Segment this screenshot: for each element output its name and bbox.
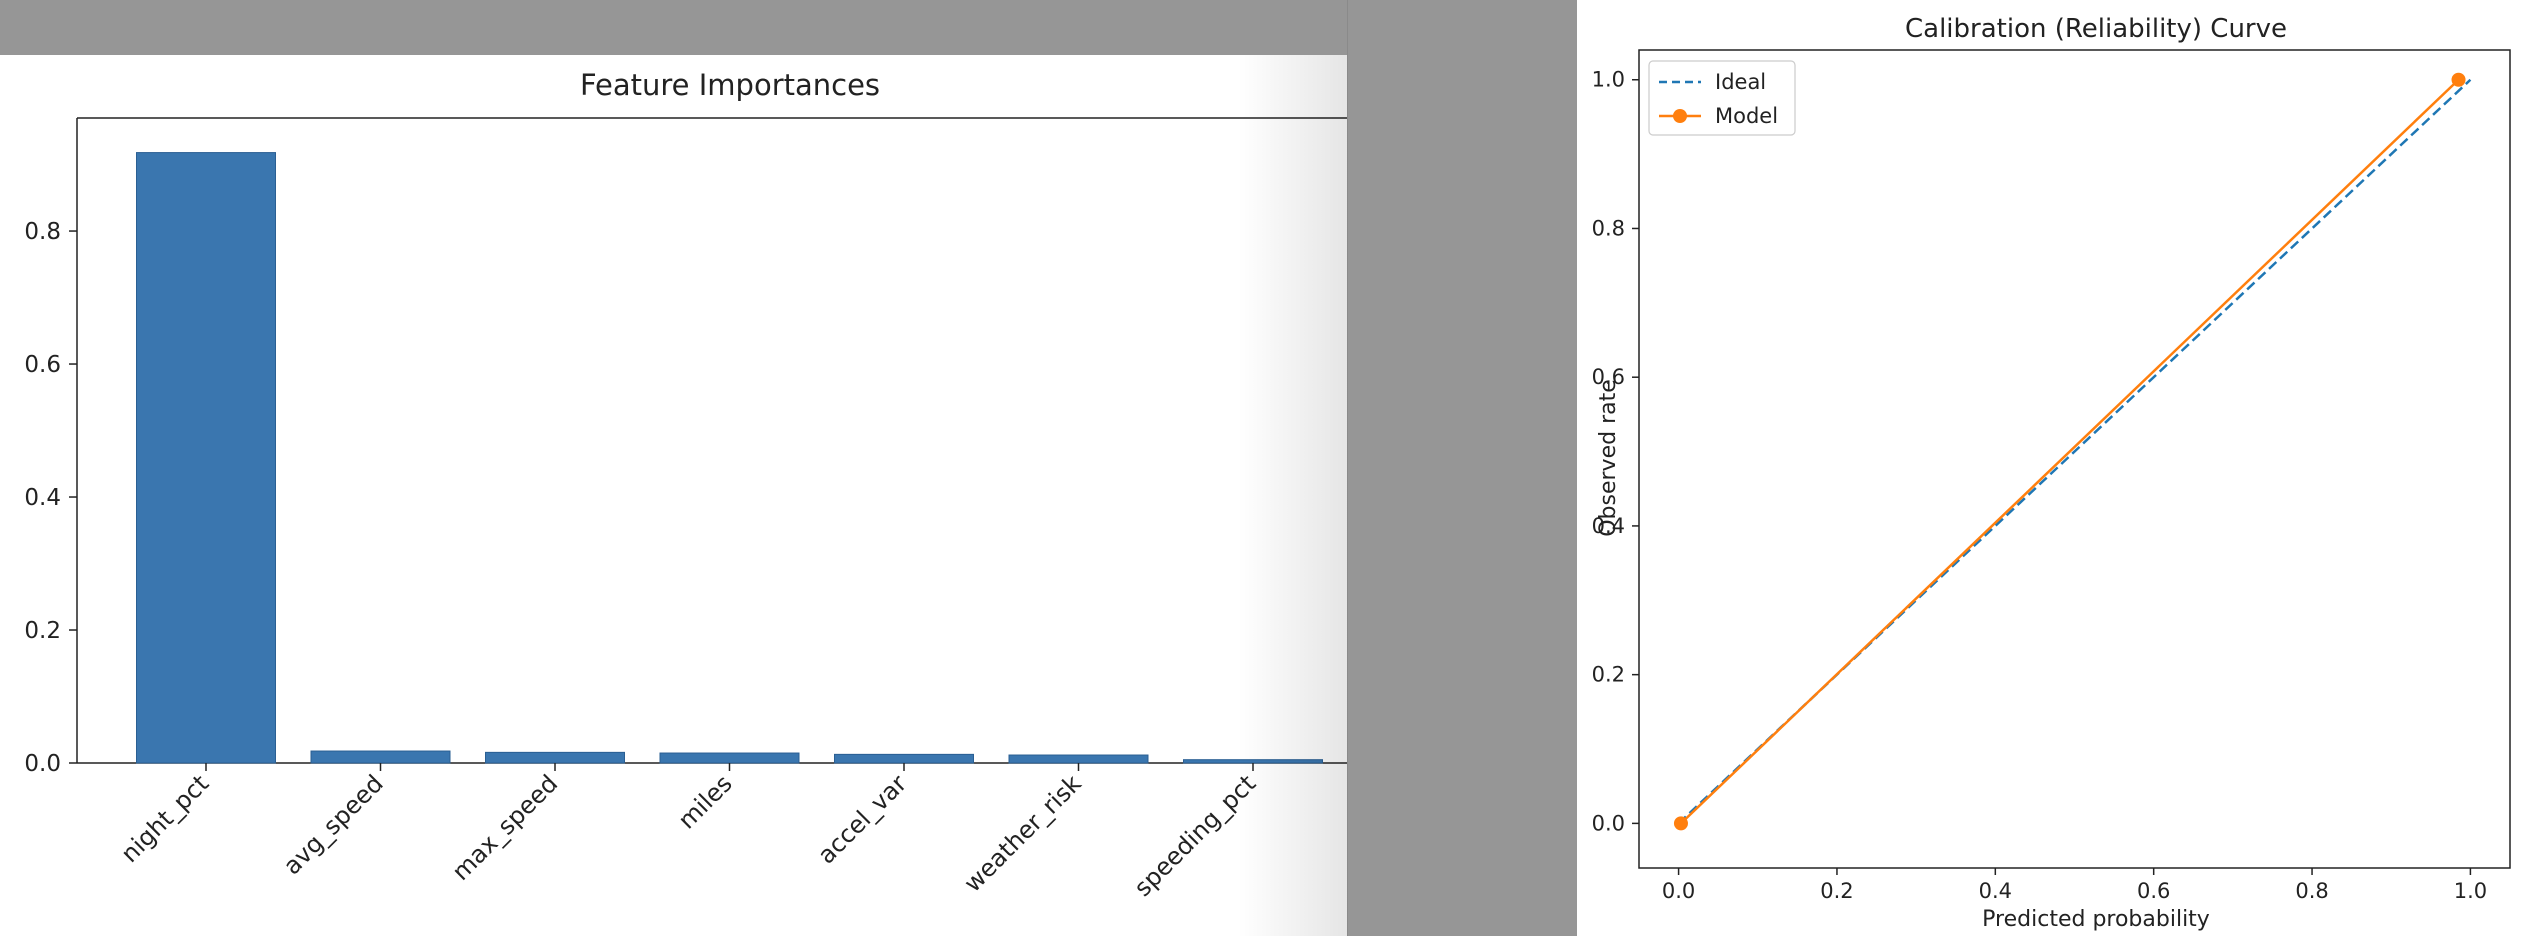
x-tick-label: weather_risk — [959, 769, 1087, 897]
plot-frame — [1638, 49, 2511, 869]
x-axis-label: Predicted probability — [1982, 907, 2210, 932]
feature-importances-chart: Feature Importances 0.0 0.2 0.4 0.6 0.8 night… — [24, 68, 1348, 902]
bar-night_pct — [136, 152, 276, 764]
y-tick-label: 0.8 — [1592, 216, 1625, 240]
y-tick-label: 0.4 — [24, 485, 61, 511]
calibration-window: Calibration (Reliability) Curve Predicte… — [1577, 0, 2536, 936]
bar-weather_risk — [1008, 754, 1149, 764]
legend-label-model: Model — [1715, 104, 1778, 128]
y-tick-label: 0.2 — [24, 618, 61, 644]
bar-avg_speed — [310, 750, 451, 764]
x-tick-label: 0.6 — [2137, 879, 2170, 903]
y-tick-label: 0.6 — [1592, 365, 1625, 389]
series-point-model — [2451, 72, 2466, 87]
chart-title: Calibration (Reliability) Curve — [1905, 14, 2287, 44]
bar-miles — [659, 752, 800, 764]
x-tick-label: 0.0 — [1662, 879, 1695, 903]
feature-importances-window: Feature Importances 0.0 0.2 0.4 0.6 0.8 night… — [0, 55, 1348, 936]
y-tick-label: 0.8 — [24, 219, 61, 245]
x-tick-label: 1.0 — [2454, 879, 2487, 903]
calibration-curve-chart: Calibration (Reliability) Curve Predicte… — [1592, 14, 2511, 932]
window-divider — [1347, 0, 1348, 936]
chart-title: Feature Importances — [580, 68, 880, 102]
x-tick-label: miles — [673, 769, 738, 834]
window-shadow — [1238, 55, 1348, 936]
x-tick-label: night_pct — [116, 769, 215, 868]
legend-label-ideal: Ideal — [1715, 70, 1766, 94]
legend-marker-model — [1673, 109, 1687, 123]
series-line-model — [1680, 78, 2460, 825]
y-tick-label: 0.4 — [1592, 514, 1625, 538]
x-tick-label: 0.4 — [1979, 879, 2012, 903]
y-tick-label: 0.6 — [24, 352, 61, 378]
y-axis-label: Observed rate — [1596, 379, 1621, 537]
y-tick-label: 0.0 — [1592, 811, 1625, 835]
bar-accel_var — [834, 753, 974, 764]
x-tick-label: avg_speed — [278, 769, 389, 880]
x-tick-label: max_speed — [447, 769, 564, 886]
y-tick-label: 0.2 — [1592, 663, 1625, 687]
x-tick-label: 0.2 — [1820, 879, 1853, 903]
series-point-model — [1673, 816, 1688, 831]
y-tick-label: 0.0 — [24, 751, 61, 777]
y-tick-label: 1.0 — [1592, 68, 1625, 92]
bar-max_speed — [485, 751, 625, 764]
legend: Ideal Model — [1648, 60, 1796, 136]
x-tick-label: accel_var — [812, 769, 912, 869]
x-tick-label: 0.8 — [2295, 879, 2328, 903]
